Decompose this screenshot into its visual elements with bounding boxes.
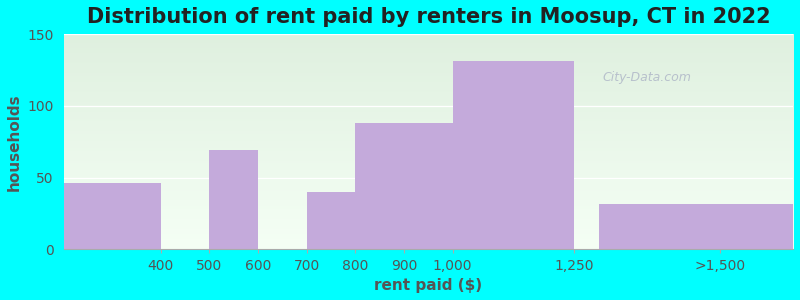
Bar xyxy=(63,183,161,250)
Title: Distribution of rent paid by renters in Moosup, CT in 2022: Distribution of rent paid by renters in … xyxy=(86,7,770,27)
Bar xyxy=(598,203,793,250)
X-axis label: rent paid ($): rent paid ($) xyxy=(374,278,482,293)
Text: City-Data.com: City-Data.com xyxy=(602,70,692,84)
Bar xyxy=(306,192,355,250)
Y-axis label: households: households xyxy=(7,93,22,190)
Bar xyxy=(453,61,574,250)
Bar xyxy=(404,123,453,250)
Bar xyxy=(355,123,404,250)
Bar xyxy=(210,150,258,250)
